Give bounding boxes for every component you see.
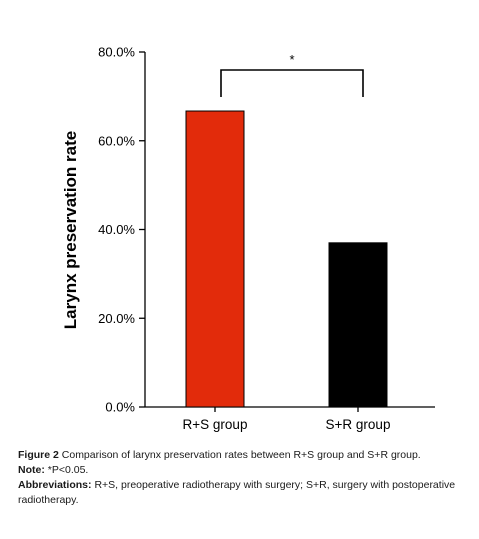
significance-bracket: * (220, 52, 364, 97)
caption-note-line: Note: *P<0.05. (18, 463, 468, 478)
y-tick-label: 0.0% (105, 400, 135, 415)
bars-group (185, 110, 388, 408)
y-axis-title: Larynx preservation rate (61, 131, 80, 329)
caption-note-text: *P<0.05. (47, 464, 89, 476)
x-tick-label: R+S group (183, 417, 248, 432)
bar-chart: 0.0% 20.0% 40.0% 60.0% 80.0% R+S group S+R gr… (61, 45, 435, 432)
x-axis-labels: R+S group S+R group (183, 407, 391, 432)
caption-abbrev-line: Abbreviations: R+S, preoperative radioth… (18, 478, 468, 508)
caption-note-label: Note: (18, 464, 45, 476)
caption-abbrev-label: Abbreviations: (18, 479, 92, 491)
x-tick-label: S+R group (326, 417, 391, 432)
y-tick-label: 80.0% (98, 45, 135, 60)
bar-sr-group (328, 242, 388, 408)
figure-caption: Figure 2 Comparison of larynx preservati… (18, 448, 468, 508)
caption-figure-text: Comparison of larynx preservation rates … (61, 449, 421, 461)
y-tick-label: 20.0% (98, 311, 135, 326)
y-tick-label: 60.0% (98, 133, 135, 148)
caption-figure-line: Figure 2 Comparison of larynx preservati… (18, 448, 468, 463)
significance-bracket-line (220, 69, 364, 97)
caption-figure-label: Figure 2 (18, 449, 59, 461)
caption-abbrev-text: R+S, preoperative radiotherapy with surg… (18, 479, 456, 506)
bar-rs-group (185, 110, 245, 408)
significance-star: * (289, 52, 294, 67)
y-tick-label: 40.0% (98, 222, 135, 237)
y-axis-ticks: 0.0% 20.0% 40.0% 60.0% 80.0% (98, 45, 145, 415)
